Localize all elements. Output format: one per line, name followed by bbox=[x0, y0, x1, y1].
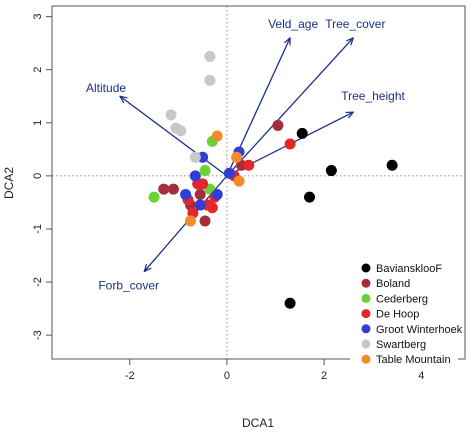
data-point bbox=[194, 199, 206, 211]
data-point bbox=[231, 151, 243, 163]
legend-marker bbox=[361, 324, 371, 334]
legend-label: De Hoop bbox=[376, 309, 419, 321]
legend-label: Boland bbox=[376, 278, 410, 290]
legend-label: Groot Winterhoek bbox=[376, 324, 463, 336]
data-point bbox=[284, 138, 296, 150]
legend-marker bbox=[361, 278, 371, 288]
data-point bbox=[194, 188, 206, 200]
x-tick-label: 0 bbox=[224, 370, 230, 382]
zero-reference-lines bbox=[52, 6, 465, 359]
data-point bbox=[296, 127, 308, 139]
data-point bbox=[223, 167, 235, 179]
y-tick-label: 1 bbox=[32, 120, 44, 126]
data-point bbox=[199, 165, 211, 177]
legend: BaviansklooF Boland Cederberg De Hoop Groot … bbox=[350, 255, 463, 366]
data-point bbox=[204, 50, 216, 62]
y-axis-title: DCA2 bbox=[2, 167, 16, 199]
site-points bbox=[148, 50, 398, 309]
vector-label: Veld_age bbox=[268, 17, 318, 31]
x-tick-label: 4 bbox=[418, 370, 424, 382]
y-tick-label: -2 bbox=[32, 277, 44, 287]
data-point bbox=[386, 159, 398, 171]
legend-label: Swartberg bbox=[376, 339, 426, 351]
vector-label: Altitude bbox=[86, 81, 126, 95]
environmental-vectors: Veld_age Tree_cover Altitude Tree_height For… bbox=[86, 17, 405, 293]
data-point bbox=[189, 151, 201, 163]
data-point bbox=[175, 125, 187, 137]
y-tick-label: 2 bbox=[32, 67, 44, 73]
data-point bbox=[304, 191, 316, 203]
data-point bbox=[211, 130, 223, 142]
legend-label: Table Mountain bbox=[376, 354, 451, 366]
data-point bbox=[272, 119, 284, 131]
data-point bbox=[184, 215, 196, 227]
data-point bbox=[158, 183, 170, 195]
plot-frame bbox=[51, 5, 466, 360]
x-axis-title: DCA1 bbox=[242, 416, 274, 430]
vector-label: Tree_height bbox=[341, 89, 405, 103]
data-point bbox=[204, 74, 216, 86]
data-point bbox=[189, 170, 201, 182]
x-tick-label: 2 bbox=[321, 370, 327, 382]
data-point bbox=[243, 159, 255, 171]
x-tick-label: -2 bbox=[125, 370, 135, 382]
x-axis-ticks: -2 0 2 4 bbox=[125, 359, 424, 382]
data-point bbox=[167, 183, 179, 195]
data-point bbox=[325, 165, 337, 177]
y-tick-label: -1 bbox=[32, 224, 44, 234]
y-axis-ticks: -3 -2 -1 0 1 2 3 bbox=[32, 14, 52, 340]
y-tick-label: -3 bbox=[32, 330, 44, 340]
data-point bbox=[180, 188, 192, 200]
data-point bbox=[165, 109, 177, 121]
y-tick-label: 3 bbox=[32, 14, 44, 20]
data-point bbox=[233, 175, 245, 187]
data-point bbox=[211, 188, 223, 200]
vector-arrow bbox=[226, 38, 353, 177]
legend-label: Cederberg bbox=[376, 293, 428, 305]
legend-label: BaviansklooF bbox=[376, 263, 442, 275]
legend-marker bbox=[361, 309, 371, 319]
data-point bbox=[284, 297, 296, 309]
vector-arrow bbox=[120, 96, 228, 177]
y-tick-label: 0 bbox=[32, 173, 44, 179]
legend-marker bbox=[361, 339, 371, 349]
vector-label: Tree_cover bbox=[325, 17, 385, 31]
data-point bbox=[199, 215, 211, 227]
legend-marker bbox=[361, 293, 371, 303]
data-point bbox=[206, 202, 218, 214]
legend-marker bbox=[361, 354, 371, 364]
vector-label: Forb_cover bbox=[98, 278, 159, 292]
data-point bbox=[148, 191, 160, 203]
legend-marker bbox=[361, 263, 371, 273]
